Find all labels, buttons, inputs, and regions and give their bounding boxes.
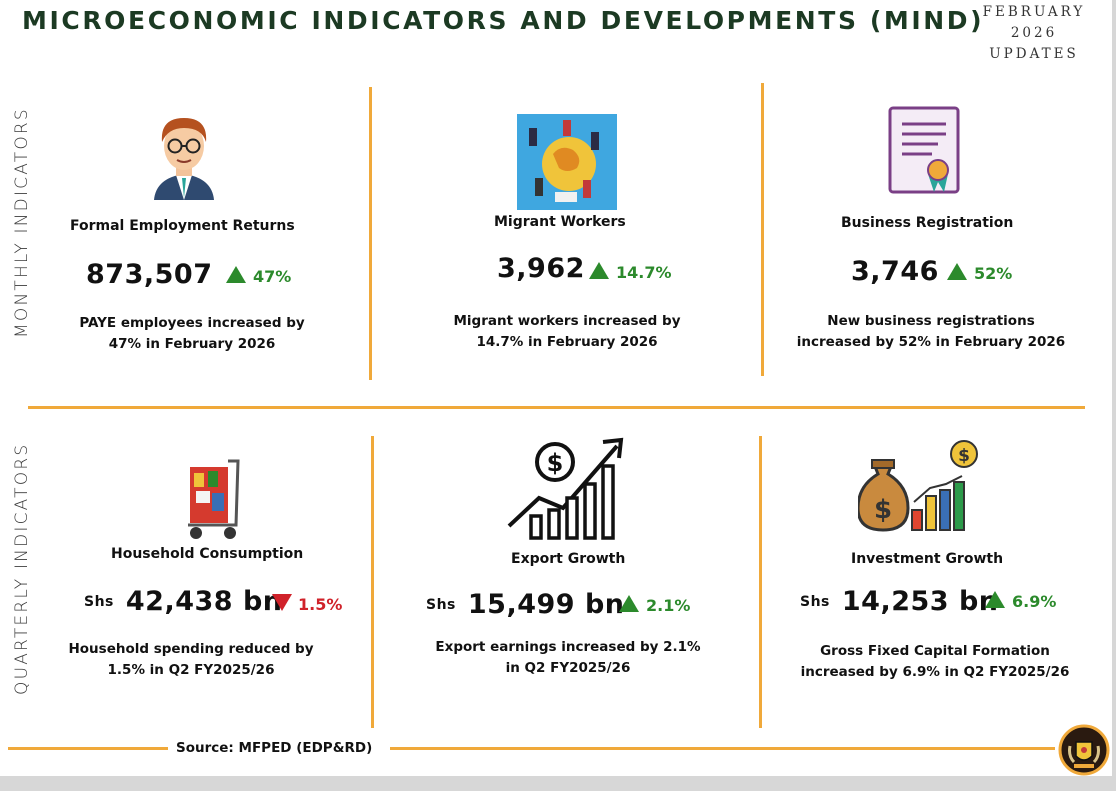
divider-v-2	[761, 83, 764, 376]
investment-currency: Shs	[800, 594, 830, 610]
svg-text:$: $	[874, 495, 892, 525]
employee-icon	[154, 118, 214, 200]
household-description: Household spending reduced by 1.5% in Q2…	[60, 639, 322, 681]
employment-desc-line1: PAYE employees increased by	[79, 315, 305, 331]
investment-label: Investment Growth	[851, 551, 1004, 567]
business-change: 52%	[947, 263, 1012, 283]
employment-description: PAYE employees increased by 47% in Febru…	[70, 313, 314, 355]
divider-v-4	[759, 436, 762, 728]
business-label: Business Registration	[841, 215, 1014, 231]
section-label-monthly: MONTHLY INDICATORS	[12, 107, 32, 338]
page-title: MICROECONOMIC INDICATORS AND DEVELOPMENT…	[22, 6, 985, 35]
money-bag-icon: $ $	[858, 440, 978, 532]
badge-year: 2026	[1010, 25, 1058, 41]
migrant-change: 14.7%	[589, 262, 672, 282]
infographic-card: MICROECONOMIC INDICATORS AND DEVELOPMENT…	[0, 0, 1112, 776]
export-currency: Shs	[426, 597, 456, 613]
business-desc-line2: increased by 52% in February 2026	[796, 334, 1066, 350]
business-value: 3,746	[851, 256, 939, 287]
shopping-cart-icon	[188, 459, 240, 539]
export-amount: 15,499 bn	[467, 589, 625, 620]
divider-v-1	[369, 87, 372, 380]
date-badge: FEBRUARY 2026 UPDATES	[968, 2, 1100, 65]
export-desc-line2: in Q2 FY2025/26	[505, 660, 631, 676]
household-desc-line2: 1.5% in Q2 FY2025/26	[107, 662, 275, 678]
globe-workers-icon	[517, 114, 617, 210]
up-arrow-icon	[947, 263, 967, 280]
household-label: Household Consumption	[111, 546, 304, 562]
divider-footer-right	[390, 747, 1055, 750]
employment-label: Formal Employment Returns	[70, 218, 295, 234]
export-desc-line1: Export earnings increased by 2.1%	[435, 639, 701, 655]
up-arrow-icon	[589, 262, 609, 279]
employment-change-value: 47%	[253, 267, 292, 286]
up-arrow-icon	[619, 595, 639, 612]
investment-amount: 14,253 bn	[841, 586, 999, 617]
certificate-icon	[888, 106, 960, 194]
business-description: New business registrations increased by …	[786, 311, 1076, 353]
employment-value: 873,507	[86, 259, 213, 290]
source-note: Source: MFPED (EDP&RD)	[176, 740, 373, 756]
household-value: Shs 42,438 bn	[84, 586, 283, 617]
household-currency: Shs	[84, 594, 114, 610]
badge-month: FEBRUARY	[982, 4, 1086, 20]
section-label-quarterly: QUARTERLY INDICATORS	[12, 442, 32, 695]
migrant-value: 3,962	[497, 253, 585, 284]
migrant-desc-line2: 14.7% in February 2026	[476, 334, 658, 350]
investment-change-value: 6.9%	[1012, 592, 1057, 611]
migrant-desc-line1: Migrant workers increased by	[453, 313, 681, 329]
household-amount: 42,438 bn	[125, 586, 283, 617]
business-desc-line1: New business registrations	[827, 313, 1035, 329]
divider-h-middle	[28, 406, 1085, 409]
down-arrow-icon	[272, 594, 292, 611]
export-change-value: 2.1%	[646, 596, 691, 615]
coat-of-arms-icon	[1058, 724, 1110, 776]
employment-desc-line2: 47% in February 2026	[108, 336, 276, 352]
growth-chart-icon: $	[507, 437, 624, 540]
divider-footer-left	[8, 747, 168, 750]
migrant-change-value: 14.7%	[616, 263, 672, 282]
investment-value: Shs 14,253 bn	[800, 586, 999, 617]
migrant-description: Migrant workers increased by 14.7% in Fe…	[438, 311, 696, 353]
up-arrow-icon	[226, 266, 246, 283]
employment-change: 47%	[226, 266, 291, 286]
investment-change: 6.9%	[985, 591, 1056, 611]
investment-desc-line1: Gross Fixed Capital Formation	[820, 643, 1050, 659]
investment-description: Gross Fixed Capital Formation increased …	[790, 641, 1080, 683]
export-description: Export earnings increased by 2.1% in Q2 …	[428, 637, 708, 679]
export-change: 2.1%	[619, 595, 690, 615]
badge-updates: UPDATES	[989, 46, 1079, 62]
investment-desc-line2: increased by 6.9% in Q2 FY2025/26	[800, 664, 1070, 680]
household-change: 1.5%	[272, 594, 342, 614]
export-value: Shs 15,499 bn	[426, 589, 625, 620]
household-desc-line1: Household spending reduced by	[68, 641, 314, 657]
svg-text:$: $	[958, 446, 970, 466]
divider-v-3	[371, 436, 374, 728]
household-change-value: 1.5%	[298, 595, 343, 614]
svg-text:$: $	[547, 449, 564, 477]
migrant-label: Migrant Workers	[494, 214, 626, 230]
export-label: Export Growth	[511, 551, 626, 567]
business-change-value: 52%	[974, 264, 1013, 283]
up-arrow-icon	[985, 591, 1005, 608]
